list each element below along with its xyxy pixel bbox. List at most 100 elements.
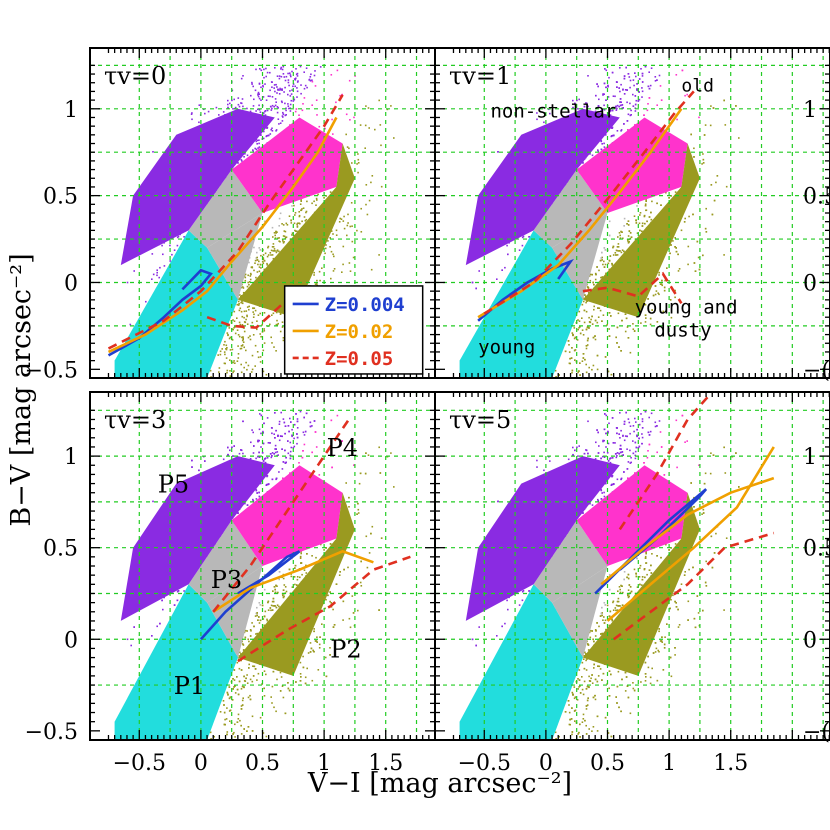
scatter-point: [271, 314, 273, 316]
scatter-point: [281, 89, 283, 91]
scatter-point: [343, 215, 345, 218]
scatter-point: [348, 262, 351, 264]
scatter-point: [291, 435, 293, 438]
scatter-point: [253, 269, 255, 272]
scatter-point: [234, 736, 236, 738]
scatter-point: [640, 68, 642, 70]
scatter-point: [497, 151, 499, 153]
series-line-z-0-05: [483, 90, 695, 315]
scatter-point: [531, 384, 533, 386]
scatter-point: [273, 105, 275, 108]
scatter-point: [648, 71, 650, 73]
scatter-point: [266, 618, 268, 621]
scatter-point: [348, 506, 350, 508]
scatter-point: [190, 744, 192, 746]
scatter-point: [611, 109, 614, 112]
scatter-point: [323, 549, 325, 551]
scatter-point: [232, 361, 234, 364]
scatter-point: [243, 680, 246, 682]
scatter-point: [269, 133, 272, 135]
scatter-point: [173, 385, 175, 387]
scatter-point: [585, 345, 588, 347]
scatter-point: [593, 283, 595, 286]
scatter-point: [227, 103, 229, 106]
scatter-point: [229, 375, 232, 377]
scatter-point: [257, 147, 259, 149]
scatter-point: [632, 79, 635, 81]
scatter-point: [615, 105, 617, 108]
scatter-point: [607, 84, 609, 87]
scatter-point: [581, 329, 584, 331]
scatter-point: [615, 249, 618, 252]
scatter-point: [604, 356, 607, 358]
scatter-point: [366, 566, 369, 569]
scatter-point: [698, 268, 701, 271]
scatter-point: [267, 442, 270, 444]
scatter-point: [258, 622, 261, 624]
scatter-point: [303, 569, 306, 571]
scatter-point: [360, 231, 363, 233]
scatter-point: [622, 107, 624, 109]
scatter-point: [251, 81, 253, 84]
scatter-point: [593, 305, 595, 308]
scatter-point: [262, 257, 265, 259]
scatter-point: [201, 747, 203, 749]
scatter-point: [222, 700, 225, 702]
scatter-point: [280, 75, 283, 78]
scatter-point: [241, 315, 244, 318]
scatter-point: [357, 512, 360, 514]
region-non-stellar: [465, 108, 620, 266]
scatter-point: [632, 323, 634, 325]
scatter-point: [237, 304, 240, 306]
scatter-point: [256, 259, 258, 261]
scatter-point: [731, 108, 734, 111]
scatter-point: [578, 98, 580, 101]
scatter-point: [616, 107, 618, 110]
scatter-point: [282, 65, 285, 68]
scatter-point: [265, 75, 267, 78]
scatter-point: [274, 98, 277, 100]
scatter-point: [298, 211, 300, 213]
series-line-z-0-02: [477, 108, 683, 319]
scatter-point: [324, 252, 326, 255]
scatter-point: [296, 72, 299, 75]
scatter-point: [183, 590, 185, 592]
scatter-point: [675, 74, 678, 76]
scatter-point: [300, 198, 302, 201]
scatter-point: [658, 271, 660, 274]
scatter-point: [232, 319, 234, 321]
scatter-point: [273, 706, 275, 709]
scatter-point: [226, 707, 228, 709]
scatter-point: [693, 147, 695, 150]
scatter-point: [597, 307, 599, 309]
scatter-point: [650, 67, 653, 69]
scatter-point: [605, 69, 608, 72]
scatter-point: [674, 237, 676, 239]
scatter-point: [245, 318, 247, 321]
scatter-point: [620, 251, 623, 254]
scatter-point: [313, 628, 315, 630]
scatter-point: [599, 259, 602, 262]
scatter-point: [351, 595, 354, 597]
scatter-point: [346, 224, 349, 227]
scatter-point: [233, 360, 235, 362]
annotation-dusty: dusty: [654, 319, 711, 341]
scatter-point: [587, 337, 589, 340]
scatter-point: [287, 452, 290, 455]
scatter-point: [636, 83, 638, 85]
scatter-point: [641, 72, 644, 75]
scatter-point: [346, 146, 349, 148]
scatter-point: [325, 244, 327, 246]
scatter-point: [249, 678, 252, 681]
scatter-point: [594, 319, 597, 322]
scatter-point: [300, 200, 302, 202]
scatter-point: [265, 735, 268, 738]
scatter-point: [329, 647, 331, 649]
scatter-point: [259, 263, 262, 266]
scatter-point: [644, 303, 647, 306]
scatter-point: [678, 268, 681, 270]
scatter-point: [285, 590, 288, 593]
scatter-point: [329, 246, 331, 248]
scatter-point: [243, 383, 245, 385]
scatter-point: [282, 224, 285, 226]
